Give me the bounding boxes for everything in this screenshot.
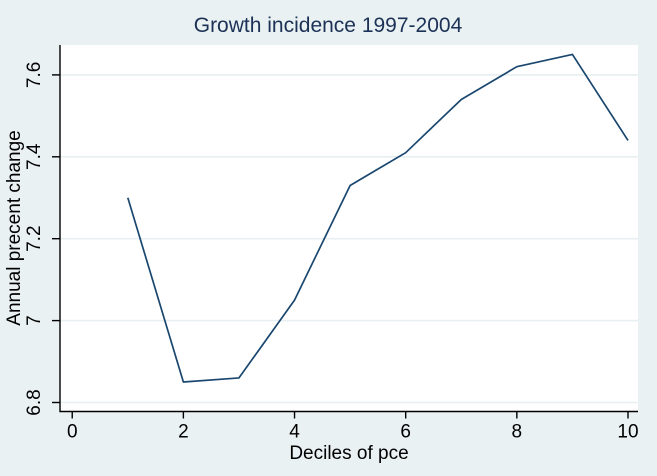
x-tick-marks: [71, 411, 629, 419]
y-axis-title: Annual precent change: [4, 130, 25, 325]
x-tick-label: 0: [67, 422, 78, 443]
x-tick-label: 4: [289, 422, 300, 443]
y-tick-labels: 6.8 7 7.2 7.4 7.6: [24, 62, 45, 416]
x-axis-title: Deciles of pce: [289, 443, 408, 464]
y-tick-label: 6.8: [24, 389, 45, 415]
gridlines: [60, 74, 638, 404]
y-tick-label: 7.4: [24, 143, 45, 170]
plot-area: [60, 45, 638, 412]
y-tick-marks: [52, 74, 60, 404]
x-tick-label: 8: [512, 422, 523, 443]
x-tick-label: 6: [400, 422, 411, 443]
x-tick-labels: 0 2 4 6 8 10: [67, 422, 639, 443]
y-tick-label: 7.6: [24, 62, 45, 88]
growth-incidence-line: [126, 53, 629, 383]
x-tick-label: 2: [178, 422, 189, 443]
chart-title: Growth incidence 1997-2004: [194, 14, 463, 37]
y-tick-label: 7.2: [24, 225, 45, 251]
x-tick-label: 10: [617, 422, 638, 443]
y-tick-label: 7: [24, 315, 45, 326]
